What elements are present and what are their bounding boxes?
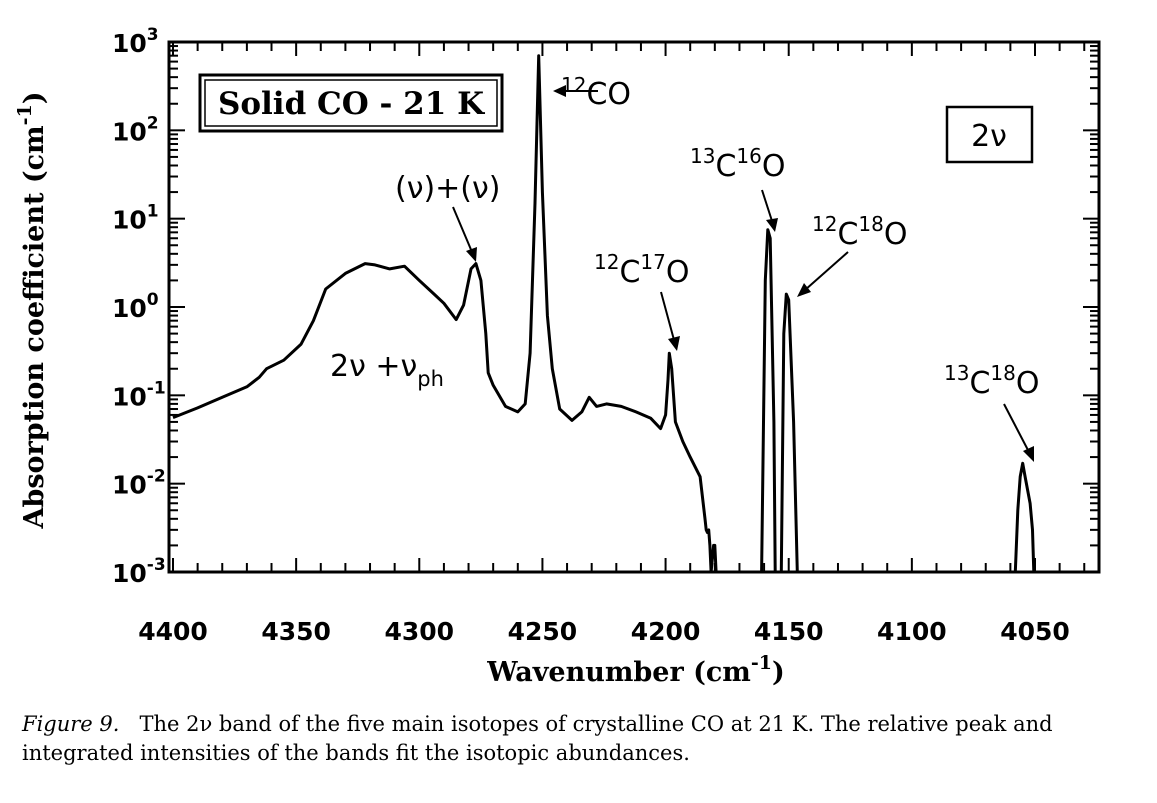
x-axis-title: Wavenumber (cm-1): [486, 652, 785, 688]
sample-label-box: [198, 73, 504, 133]
nu-plus-nu-arrowhead: [466, 247, 477, 262]
c12o18-arrow: [804, 251, 849, 291]
co12-arrowhead: [553, 85, 566, 97]
y-tick-label: 10-1: [112, 378, 166, 411]
axis-ticks: [169, 41, 1099, 573]
y-tick-label: 10-2: [112, 467, 166, 500]
x-tick-label: 4400: [138, 617, 208, 646]
co12-label: 12CO: [561, 73, 631, 112]
x-tick-labels: 4400 4350 4300 4250 4200 4150 4100 4050: [138, 617, 1070, 646]
c13o16-label: 13C16O: [690, 144, 785, 184]
y-tick-labels: 103 102 101 100 10-1 10-2 10-3: [112, 25, 166, 588]
c13o18-label: 13C18O: [944, 361, 1039, 401]
x-tick-label: 4300: [384, 617, 454, 646]
c12o17-arrowhead: [668, 336, 680, 351]
x-tick-label: 4250: [508, 617, 578, 646]
figure-caption: Figure 9. The 2ν band of the five main i…: [22, 710, 1142, 768]
c13o16-arrowhead: [766, 218, 778, 232]
band-label-box: [945, 105, 1034, 164]
y-tick-label: 102: [112, 113, 159, 146]
sample-label-inner-border: [204, 79, 498, 127]
x-tick-label: 4100: [877, 617, 947, 646]
x-tick-label: 4200: [631, 617, 701, 646]
y-axis-title: Absorption coefficient (cm-1): [14, 91, 50, 529]
c13o16-arrow: [761, 189, 773, 222]
spectrum-chart: 4400 4350 4300 4250 4200 4150 4100 4050 1031021…: [14, 25, 1101, 688]
c12o18-arrowhead: [797, 283, 811, 297]
y-tick-label: 100: [112, 290, 159, 323]
band-label: 2ν: [971, 119, 1007, 154]
y-tick-label: 10-3: [112, 555, 166, 588]
y-tick-label: 103: [112, 25, 159, 58]
c12o18-label: 12C18O: [812, 212, 907, 252]
x-tick-label: 4350: [261, 617, 331, 646]
x-tick-label: 4050: [1000, 617, 1070, 646]
c12o17-label: 12C17O: [594, 250, 689, 290]
y-tick-label: 101: [112, 202, 159, 235]
c12o17-arrow: [660, 291, 675, 341]
sample-label: Solid CO - 21 K: [218, 86, 485, 122]
absorption-spectrum-line: [172, 54, 1036, 574]
caption-label: Figure 9.: [22, 712, 120, 736]
x-tick-label: 4150: [754, 617, 824, 646]
nu-plus-nu-label: (ν)+(ν): [395, 171, 500, 206]
nu-plus-nu-arrow: [452, 206, 473, 253]
caption-text: The 2ν band of the five main isotopes of…: [22, 712, 1053, 765]
phonon-band-label: 2ν +νph: [330, 349, 444, 391]
c13o18-arrowhead: [1023, 446, 1034, 462]
c13o18-arrow: [1003, 403, 1030, 453]
